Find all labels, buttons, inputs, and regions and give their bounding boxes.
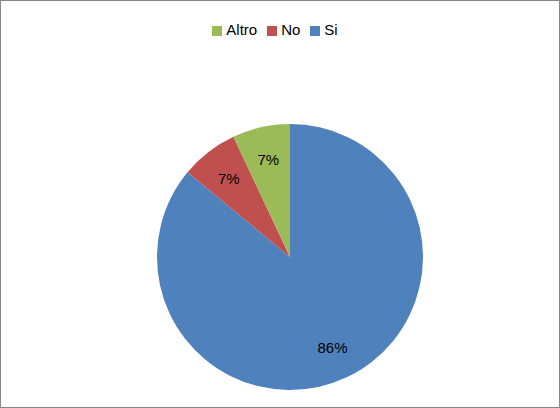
html-text:No: No	[281, 21, 301, 38]
svg-text:7%: 7%	[257, 151, 279, 168]
html-text:Si: Si	[324, 21, 338, 38]
svg-text:7%: 7%	[218, 170, 240, 187]
html-text:Altro: Altro	[226, 21, 258, 38]
svg-text:86%: 86%	[317, 339, 347, 356]
